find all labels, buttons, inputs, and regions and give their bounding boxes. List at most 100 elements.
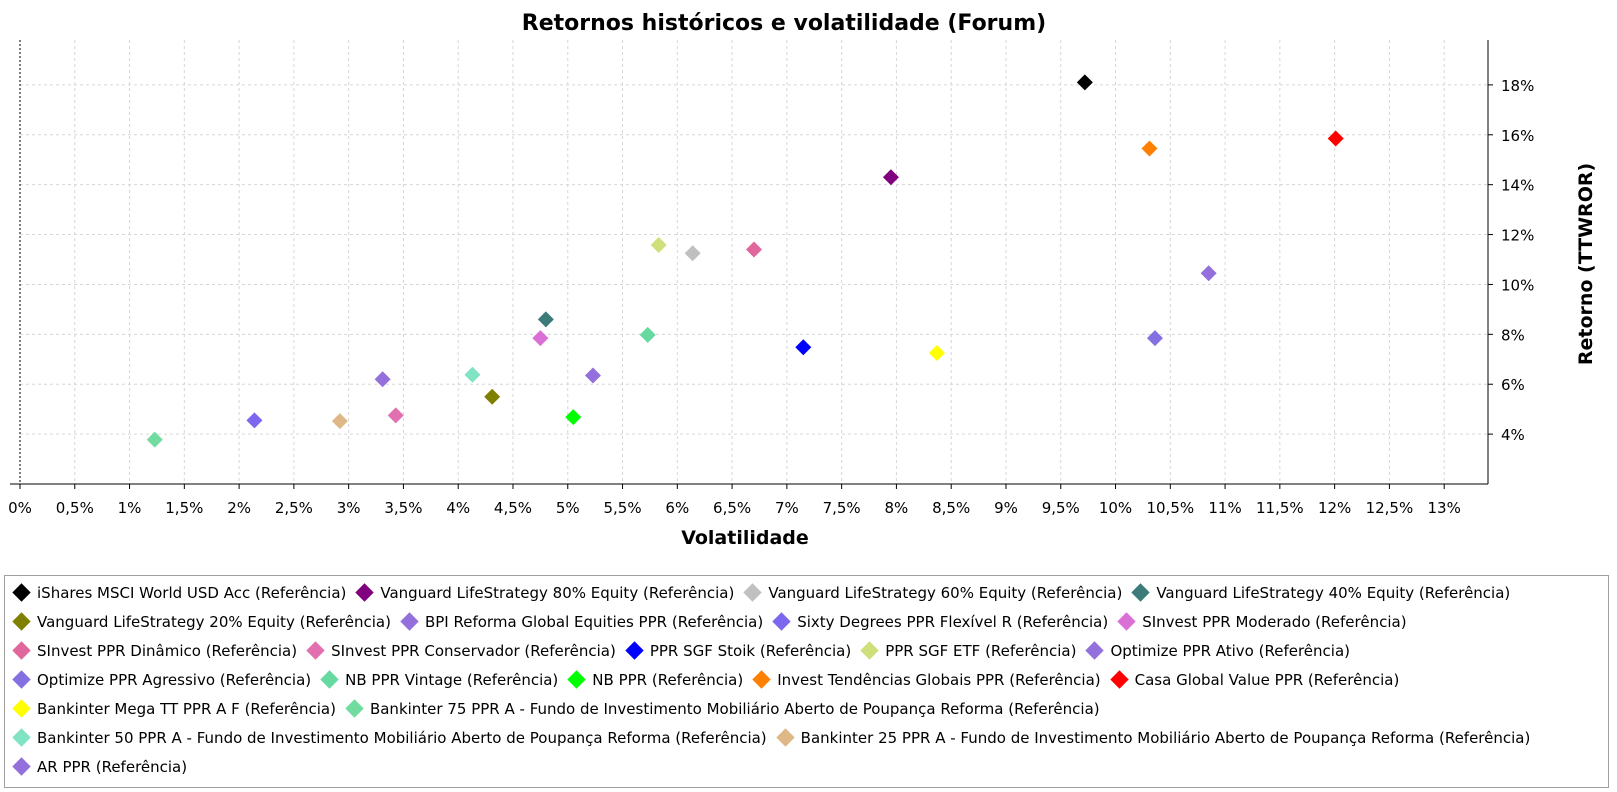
x-tick-label: 8% bbox=[885, 499, 909, 517]
diamond-marker-icon bbox=[345, 699, 364, 718]
y-tick-label: 16% bbox=[1501, 127, 1534, 145]
x-tick-label: 5,5% bbox=[603, 499, 641, 517]
data-point: Vanguard LifeStrategy 40% Equity (Referê… bbox=[537, 311, 554, 328]
data-point: SInvest PPR Dinâmico (Referência) bbox=[746, 241, 762, 258]
x-tick-label: 7,5% bbox=[823, 499, 861, 517]
x-tick-label: 4% bbox=[446, 499, 470, 517]
legend-item: Casa Global Value PPR (Referência) bbox=[1109, 670, 1400, 689]
data-point: AR PPR (Referência) bbox=[1200, 265, 1217, 282]
x-tick-label: 3,5% bbox=[384, 499, 422, 517]
legend-item: SInvest PPR Dinâmico (Referência) bbox=[11, 641, 298, 660]
legend-label: PPR SGF ETF (Referência) bbox=[885, 641, 1077, 660]
x-tick-label: 12% bbox=[1318, 499, 1351, 517]
x-tick-label: 11% bbox=[1208, 499, 1241, 517]
y-axis-ticks: 4% 6% 8% 10% 12% 14% 16% 18% bbox=[1488, 77, 1534, 444]
legend-label: Sixty Degrees PPR Flexível R (Referência… bbox=[797, 612, 1109, 631]
y-tick-label: 10% bbox=[1501, 276, 1534, 294]
legend-label: SInvest PPR Dinâmico (Referência) bbox=[37, 641, 298, 660]
legend-label: Optimize PPR Ativo (Referência) bbox=[1110, 641, 1350, 660]
y-tick-label: 18% bbox=[1501, 77, 1534, 95]
legend-label: iShares MSCI World USD Acc (Referência) bbox=[37, 583, 347, 602]
legend-item: SInvest PPR Moderado (Referência) bbox=[1116, 612, 1407, 631]
data-point: Optimize PPR Ativo (Referência) bbox=[584, 367, 601, 384]
diamond-marker-icon bbox=[12, 612, 31, 631]
data-point: Optimize PPR Agressivo (Referência) bbox=[1146, 330, 1163, 347]
x-tick-label: 11,5% bbox=[1256, 499, 1304, 517]
x-tick-label: 9% bbox=[994, 499, 1018, 517]
legend-item: NB PPR (Referência) bbox=[566, 670, 743, 689]
y-tick-label: 4% bbox=[1501, 426, 1525, 444]
legend-label: Vanguard LifeStrategy 20% Equity (Referê… bbox=[37, 612, 391, 631]
y-tick-label: 6% bbox=[1501, 376, 1525, 394]
diamond-marker-icon bbox=[306, 641, 325, 660]
diamond-marker-icon bbox=[625, 641, 644, 660]
data-point: NB PPR Vintage (Referência) bbox=[639, 326, 656, 343]
legend-label: SInvest PPR Moderado (Referência) bbox=[1142, 612, 1407, 631]
diamond-marker-icon bbox=[1085, 641, 1105, 660]
scatter-chart: Retornos históricos e volatilidade (Foru… bbox=[8, 11, 1597, 549]
legend-label: Optimize PPR Agressivo (Referência) bbox=[37, 670, 312, 689]
legend-label: BPI Reforma Global Equities PPR (Referên… bbox=[424, 612, 764, 631]
legend-item: Sixty Degrees PPR Flexível R (Referência… bbox=[771, 612, 1109, 631]
legend-item: Vanguard LifeStrategy 60% Equity (Referê… bbox=[742, 583, 1122, 602]
legend-row: iShares MSCI World USD Acc (Referência) V… bbox=[11, 578, 1518, 607]
x-tick-label: 10% bbox=[1099, 499, 1132, 517]
legend-row: SInvest PPR Dinâmico (Referência) SInvest… bbox=[11, 636, 1358, 665]
x-tick-label: 9,5% bbox=[1042, 499, 1080, 517]
x-tick-label: 12,5% bbox=[1366, 499, 1414, 517]
y-axis-label: Retorno (TTWROR) bbox=[1575, 163, 1597, 365]
data-point: SInvest PPR Moderado (Referência) bbox=[532, 330, 549, 347]
diamond-marker-icon bbox=[1131, 583, 1151, 602]
legend-row: Bankinter 50 PPR A - Fundo de Investimen… bbox=[11, 723, 1538, 752]
diamond-marker-icon bbox=[775, 728, 795, 747]
data-point: PPR SGF Stoik (Referência) bbox=[795, 339, 812, 356]
axes bbox=[10, 40, 1489, 485]
x-tick-label: 0,5% bbox=[56, 499, 94, 517]
data-point: Bankinter 25 PPR A - Fundo de Investimen… bbox=[331, 413, 348, 430]
x-tick-label: 1,5% bbox=[165, 499, 203, 517]
legend-label: Vanguard LifeStrategy 40% Equity (Referê… bbox=[1156, 583, 1511, 602]
x-tick-label: 4,5% bbox=[494, 499, 532, 517]
legend-item: NB PPR Vintage (Referência) bbox=[319, 670, 559, 689]
x-tick-label: 0% bbox=[8, 499, 32, 517]
y-tick-label: 8% bbox=[1501, 326, 1525, 344]
legend-row: Vanguard LifeStrategy 20% Equity (Referê… bbox=[11, 607, 1415, 636]
data-point: iShares MSCI World USD Acc (Referência) bbox=[1076, 74, 1093, 91]
legend-label: Invest Tendências Globais PPR (Referênci… bbox=[777, 670, 1101, 689]
legend-item: Vanguard LifeStrategy 20% Equity (Referê… bbox=[11, 612, 391, 631]
data-point: Vanguard LifeStrategy 60% Equity (Referê… bbox=[684, 245, 701, 262]
diamond-marker-icon bbox=[772, 612, 791, 631]
data-point: PPR SGF ETF (Referência) bbox=[650, 237, 667, 254]
legend-item: Optimize PPR Ativo (Referência) bbox=[1084, 641, 1350, 660]
legend-label: NB PPR Vintage (Referência) bbox=[345, 670, 559, 689]
y-tick-label: 14% bbox=[1501, 177, 1534, 195]
x-axis-label: Volatilidade bbox=[681, 527, 809, 549]
legend-item: Vanguard LifeStrategy 40% Equity (Referê… bbox=[1130, 583, 1511, 602]
legend-item: Bankinter Mega TT PPR A F (Referência) bbox=[11, 699, 336, 718]
diamond-marker-icon bbox=[743, 583, 763, 602]
diamond-marker-icon bbox=[12, 757, 31, 776]
legend-label: AR PPR (Referência) bbox=[37, 757, 188, 776]
legend-label: PPR SGF Stoik (Referência) bbox=[649, 641, 852, 660]
chart-title: Retornos históricos e volatilidade (Foru… bbox=[522, 11, 1046, 36]
data-point: Casa Global Value PPR (Referência) bbox=[1327, 130, 1344, 147]
legend-item: Optimize PPR Agressivo (Referência) bbox=[11, 670, 312, 689]
legend-label: Casa Global Value PPR (Referência) bbox=[1134, 670, 1400, 689]
legend-item: Bankinter 50 PPR A - Fundo de Investimen… bbox=[11, 728, 767, 747]
x-tick-label: 8,5% bbox=[932, 499, 970, 517]
diamond-marker-icon bbox=[355, 583, 375, 602]
diamond-marker-icon bbox=[12, 728, 31, 747]
y-tick-label: 12% bbox=[1501, 227, 1534, 245]
x-tick-label: 6% bbox=[665, 499, 689, 517]
data-point: Vanguard LifeStrategy 20% Equity (Referê… bbox=[484, 388, 501, 405]
data-point: Sixty Degrees PPR Flexível R (Referência… bbox=[246, 412, 263, 429]
data-point: Invest Tendências Globais PPR (Referênci… bbox=[1141, 140, 1158, 157]
legend-row: AR PPR (Referência) bbox=[11, 752, 195, 781]
diamond-marker-icon bbox=[320, 670, 339, 689]
legend-item: Bankinter 75 PPR A - Fundo de Investimen… bbox=[344, 699, 1100, 718]
diamond-marker-icon bbox=[12, 670, 31, 689]
data-point: Bankinter 75 PPR A - Fundo de Investimen… bbox=[146, 431, 163, 448]
grid-lines bbox=[20, 40, 1488, 484]
x-tick-label: 1% bbox=[118, 499, 142, 517]
diamond-marker-icon bbox=[567, 670, 586, 689]
